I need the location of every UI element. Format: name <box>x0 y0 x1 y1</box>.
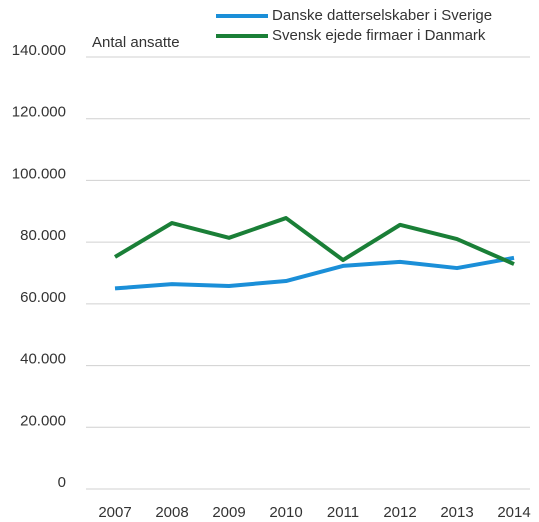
legend-label: Danske datterselskaber i Sverige <box>272 7 492 24</box>
line-series <box>114 255 515 291</box>
x-tick-label: 2009 <box>212 504 245 521</box>
y-tick-label: 100.000 <box>12 165 66 182</box>
x-tick-label: 2008 <box>155 504 188 521</box>
y-axis-label: Antal ansatte <box>92 34 180 51</box>
y-tick-label: 0 <box>58 474 66 491</box>
x-tick-label: 2013 <box>440 504 473 521</box>
y-tick-label: 60.000 <box>20 289 66 306</box>
legend-label: Svensk ejede firmaer i Danmark <box>272 27 486 44</box>
y-tick-label: 120.000 <box>12 104 66 121</box>
x-tick-label: 2012 <box>383 504 416 521</box>
y-tick-label: 80.000 <box>20 227 66 244</box>
x-tick-label: 2011 <box>327 504 359 521</box>
x-tick-label: 2014 <box>497 504 530 521</box>
y-tick-label: 40.000 <box>20 351 66 368</box>
x-tick-label: 2010 <box>269 504 302 521</box>
y-tick-label: 140.000 <box>12 42 66 59</box>
x-tick-label: 2007 <box>98 504 131 521</box>
line-series <box>113 216 515 266</box>
y-tick-label: 20.000 <box>20 412 66 429</box>
